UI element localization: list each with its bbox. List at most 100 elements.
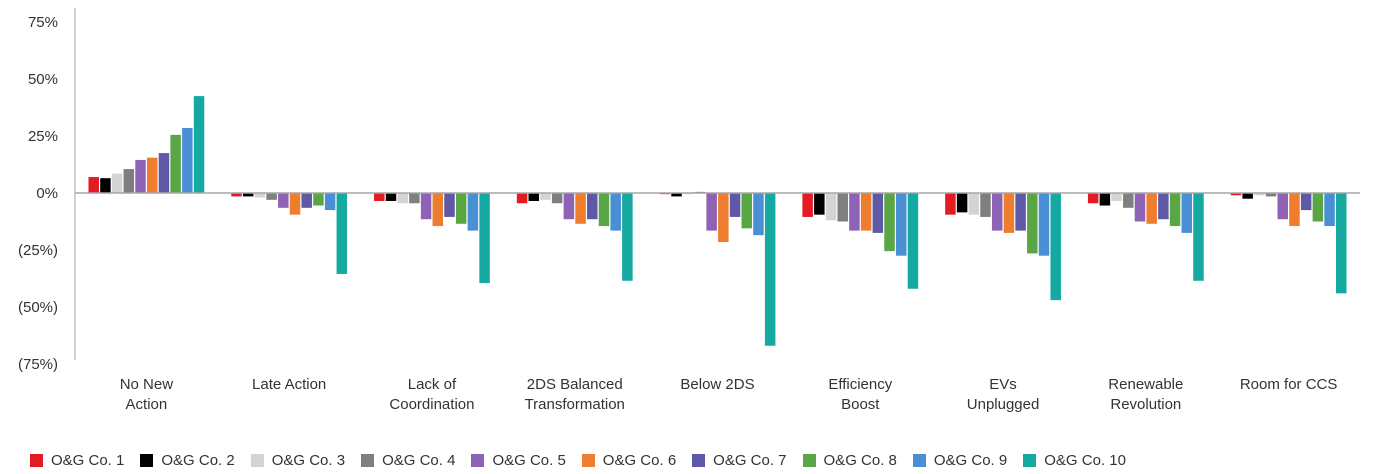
axes: [74, 8, 1360, 360]
y-tick-label: 0%: [36, 185, 58, 202]
bar: [575, 193, 586, 224]
y-tick-label: (75%): [18, 356, 58, 373]
legend-swatch: [912, 453, 926, 467]
bar: [301, 193, 312, 208]
category-labels: No New Action Late Action Lack of Coordinati…: [120, 376, 1338, 413]
bar: [432, 193, 444, 227]
bars: [88, 96, 1347, 346]
x-category-label: No New Action: [120, 376, 174, 413]
bar: [88, 177, 99, 193]
bar: [1146, 193, 1157, 224]
legend-swatch: [361, 453, 375, 467]
legend-item: O&G Co. 8: [802, 451, 897, 469]
legend-item: O&G Co. 1: [30, 452, 124, 469]
y-tick-label: 50%: [28, 71, 58, 88]
x-category-label: Lack of Coordination: [389, 376, 474, 413]
bar: [135, 159, 146, 193]
bar: [1181, 193, 1193, 233]
bar: [528, 193, 540, 201]
bar: [991, 193, 1003, 231]
legend-label: O&G Co. 1: [51, 451, 125, 469]
bar: [467, 193, 479, 231]
bar: [1300, 193, 1312, 211]
bar: [849, 193, 860, 231]
legend-label: O&G Co. 9: [933, 451, 1008, 469]
bar: [718, 193, 729, 243]
bar: [374, 193, 385, 201]
bar: [968, 193, 980, 215]
y-tick-label: (50%): [18, 299, 58, 316]
bar: [193, 96, 205, 193]
legend-label: O&G Co. 10: [1044, 451, 1126, 469]
bar: [671, 193, 682, 197]
bar: [551, 193, 563, 204]
bar: [111, 173, 123, 193]
bar: [802, 193, 813, 217]
bar: [289, 193, 301, 215]
bar: [1099, 193, 1111, 206]
y-tick-label: 75%: [28, 14, 58, 31]
bar: [610, 193, 621, 231]
legend-swatch: [802, 453, 816, 467]
bar: [1123, 193, 1134, 208]
bar: [1050, 193, 1061, 301]
bar: [563, 193, 575, 220]
bar: [313, 193, 324, 206]
bar: [1230, 193, 1242, 196]
bar: [455, 193, 467, 224]
bar: [1265, 193, 1277, 197]
x-category-label: Renewable Revolution: [1108, 376, 1183, 413]
bar: [336, 193, 348, 274]
legend-label: O&G Co. 4: [382, 451, 456, 469]
legend-label: O&G Co. 6: [602, 451, 677, 469]
bar: [764, 193, 776, 346]
legend-item: O&G Co. 6: [581, 451, 677, 469]
bar: [837, 193, 848, 222]
bar: [1324, 193, 1335, 227]
legend-swatch: [140, 453, 154, 467]
bar: [895, 193, 907, 256]
x-category-label: Below 2DS: [680, 376, 754, 393]
bar: [123, 169, 135, 193]
bar: [706, 193, 717, 231]
bar-chart: 75% 50% 25% 0% (25%) (50%) (75%) No New Action L…: [18, 8, 1360, 413]
y-tick-label: 25%: [28, 128, 58, 145]
legend-label: O&G Co. 8: [823, 451, 897, 469]
bar: [409, 193, 420, 204]
bar: [278, 193, 289, 208]
bar: [1038, 193, 1050, 256]
bar: [1027, 193, 1038, 254]
bar: [1193, 193, 1204, 281]
bar: [397, 193, 408, 204]
legend-item: O&G Co. 2: [140, 451, 235, 469]
legend-item: O&G Co. 9: [912, 451, 1008, 469]
bar: [540, 193, 551, 200]
bar: [1254, 193, 1265, 196]
legend-swatch: [1023, 453, 1037, 467]
legend-swatch: [581, 453, 595, 467]
bar: [814, 193, 825, 215]
bar: [242, 193, 254, 197]
bar: [907, 193, 919, 289]
bar: [1015, 193, 1026, 231]
bar: [516, 193, 528, 204]
bar: [420, 193, 432, 220]
legend-swatch: [30, 453, 43, 467]
bar: [860, 193, 872, 231]
bar: [587, 193, 598, 220]
bar: [753, 193, 764, 236]
bar: [158, 153, 170, 193]
bar: [324, 193, 336, 211]
legend-swatch: [250, 453, 264, 467]
bar: [1169, 193, 1181, 227]
y-axis-ticks: 75% 50% 25% 0% (25%) (50%) (75%): [18, 14, 58, 373]
legend-label: O&G Co. 2: [161, 451, 235, 469]
legend-label: O&G Co. 3: [271, 451, 346, 469]
bar: [945, 193, 956, 215]
bar: [729, 193, 741, 217]
bar: [980, 193, 991, 217]
bar: [598, 193, 610, 227]
legend: O&G Co. 1 O&G Co. 2 O&G Co. 3 O&G Co. 4 O&G …: [30, 449, 1142, 471]
x-category-label: 2DS Balanced Transformation: [525, 376, 625, 413]
bar: [884, 193, 895, 252]
